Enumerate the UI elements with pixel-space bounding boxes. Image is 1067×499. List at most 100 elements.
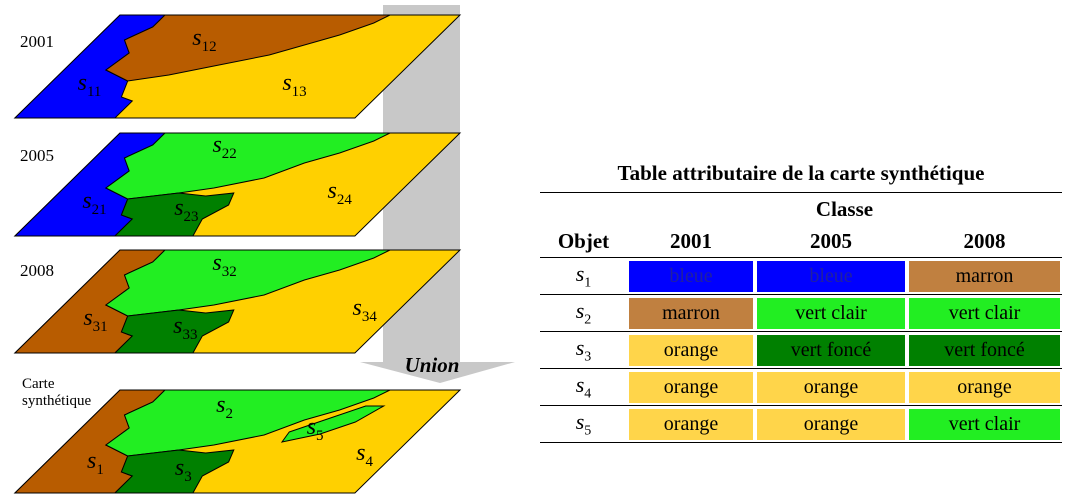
region-label: s2 [216,392,233,422]
class-value: vert clair [909,297,1060,329]
object-index: 1 [584,275,592,291]
region-name: s [175,455,184,481]
object-index: 3 [584,349,592,365]
column-header: 2001 [627,225,755,258]
region-name: s [328,178,337,204]
object-cell: s1 [540,257,627,295]
region-label: s5 [307,414,324,444]
class-cell: vert foncé [907,331,1062,369]
column-header: 2005 [755,225,907,258]
region-index: 32 [222,264,237,280]
map-label: 2001 [20,32,54,51]
class-cell: marron [907,257,1062,295]
region-label: s23 [174,195,198,225]
region-name: s [87,448,96,474]
map-region [113,449,235,494]
region-label: s31 [83,305,107,335]
map-region [104,389,391,457]
class-value: vert clair [909,408,1060,440]
class-cell: orange [627,368,755,406]
object-cell: s2 [540,294,627,332]
table-title: Table attributaire de la carte synthétiq… [617,161,985,185]
region-index: 12 [202,39,217,55]
table-row: s1 bleue bleue marron [540,257,1062,295]
region-name: s [216,392,225,418]
class-cell: vert clair [907,405,1062,443]
object-index: 4 [584,386,592,402]
region-name: s [307,414,316,440]
region-label: s13 [282,70,306,100]
union-arrow-head [360,362,515,383]
class-cell: vert foncé [755,331,907,369]
class-cell: vert clair [755,294,907,332]
class-value: marron [909,260,1060,292]
class-cell: orange [627,405,755,443]
class-value: orange [757,408,905,440]
class-value: orange [629,334,753,366]
map-region [104,249,391,317]
region-index: 3 [184,469,192,485]
class-value: marron [629,297,753,329]
region-label: s32 [212,250,236,280]
class-cell: orange [755,405,907,443]
region-name: s [212,132,221,158]
class-cell: bleue [755,257,907,295]
region-name: s [282,70,291,96]
region-label: s12 [192,25,216,55]
object-cell: s3 [540,331,627,369]
union-label: Union [405,353,460,377]
map-region [113,192,235,237]
class-value: vert foncé [757,334,905,366]
region-label: s11 [78,70,102,100]
table: Classe Objet 2001 2005 2008 s1 bleue bleue mar… [540,192,1062,443]
object-cell: s4 [540,368,627,406]
map-label: Carte synthétique [22,376,92,409]
region-name: s [173,313,182,339]
class-value: bleue [629,260,753,292]
column-header: 2008 [907,225,1062,258]
object-cell: s5 [540,405,627,443]
table-row: s3 orange vert foncé vert foncé [540,331,1062,369]
region-index: 33 [183,327,198,343]
map-region [104,132,391,200]
column-header: Objet [540,225,627,258]
region-index: 5 [316,428,324,444]
region-name: s [83,305,92,331]
region-name: s [212,250,221,276]
region-name: s [353,295,362,321]
class-cell: orange [755,368,907,406]
region-index: 11 [87,84,101,100]
region-name: s [356,440,365,466]
class-value: orange [909,371,1060,403]
region-label: s21 [82,188,106,218]
object-name: s [575,260,585,286]
region-name: s [192,25,201,51]
class-value: orange [629,408,753,440]
object-index: 5 [584,423,592,439]
class-value: vert foncé [909,334,1060,366]
class-cell: marron [627,294,755,332]
group-header: Classe [815,196,874,221]
class-value: orange [629,371,753,403]
region-name: s [174,195,183,221]
region-label: s24 [328,178,353,208]
class-value: vert clair [757,297,905,329]
map-region [113,309,235,354]
region-label: s22 [212,132,236,162]
map-label: 2008 [20,261,54,280]
table-row: s2 marron vert clair vert clair [540,294,1062,332]
region-index: 2 [225,406,233,422]
class-cell: orange [627,331,755,369]
attribute-table: Table attributaire de la carte synthétiq… [540,158,1062,443]
region-name: s [78,70,87,96]
region-index: 34 [362,309,378,325]
object-name: s [575,371,585,397]
table-row: s4 orange orange orange [540,368,1062,406]
map-region [104,14,391,82]
region-index: 24 [337,192,353,208]
region-index: 22 [222,146,237,162]
